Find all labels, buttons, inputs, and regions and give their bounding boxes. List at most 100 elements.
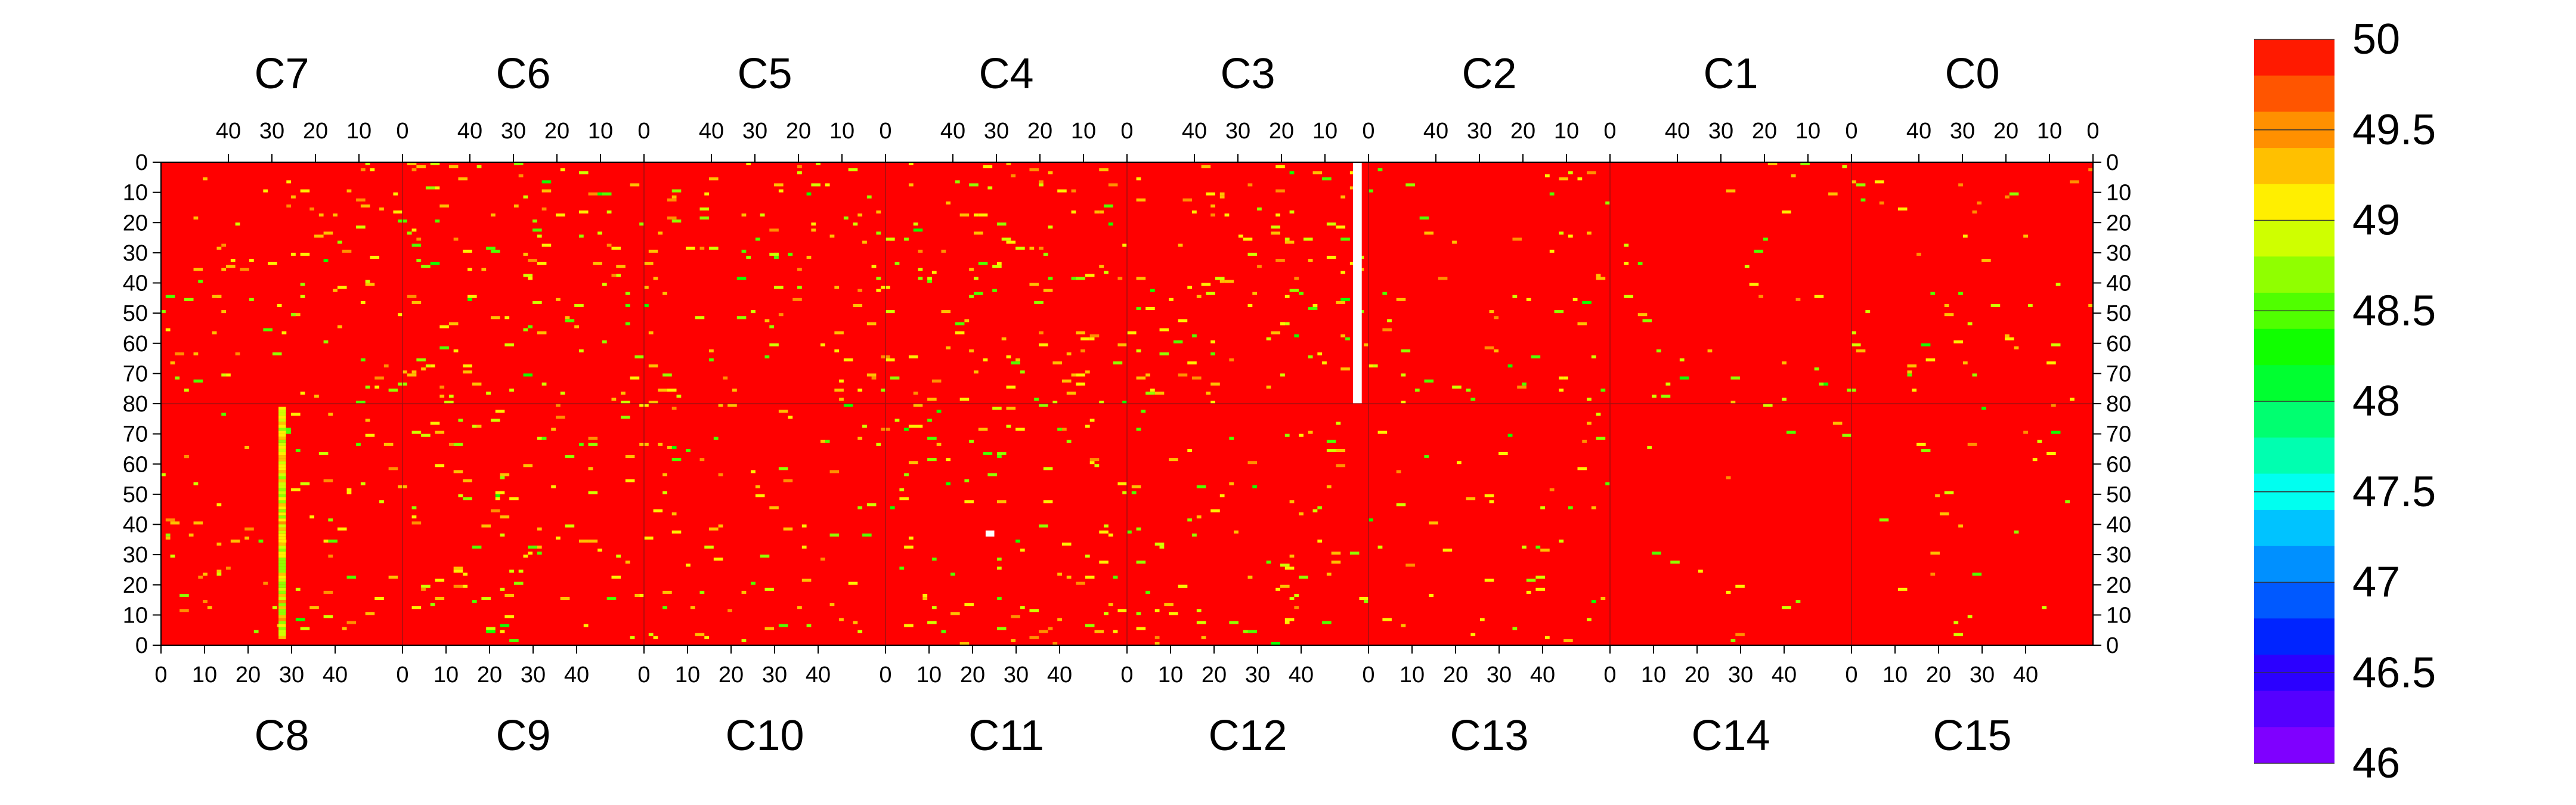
hot-pixel — [1210, 400, 1215, 404]
hot-pixel — [1057, 572, 1062, 576]
hot-pixel — [797, 268, 802, 271]
hot-column-pixel — [278, 527, 286, 531]
hot-pixel — [1061, 379, 1072, 383]
hot-pixel — [1006, 162, 1011, 166]
hot-pixel — [648, 400, 658, 404]
hot-pixel — [1322, 177, 1332, 181]
hot-pixel — [416, 165, 426, 169]
hot-pixel — [1159, 328, 1169, 332]
top-tick-label: 0 — [1120, 119, 1133, 144]
hot-pixel — [240, 268, 249, 271]
hot-column-pixel — [278, 407, 286, 410]
hot-pixel — [704, 192, 710, 196]
hot-pixel — [1145, 391, 1155, 395]
right-tick-label: 70 — [2106, 361, 2131, 386]
masked-region — [985, 530, 995, 537]
hot-pixel — [1591, 600, 1596, 603]
hot-column-pixel — [278, 606, 286, 609]
hot-pixel — [1113, 361, 1123, 365]
left-tick-label: 30 — [123, 543, 148, 568]
hot-pixel — [1085, 425, 1090, 428]
hot-pixel — [1591, 355, 1596, 359]
hot-pixel — [314, 394, 319, 398]
hot-pixel — [300, 391, 305, 395]
hot-pixel — [718, 473, 723, 476]
hot-pixel — [1308, 307, 1318, 311]
hot-pixel — [291, 252, 296, 256]
hot-pixel — [342, 627, 347, 630]
hot-pixel — [1540, 506, 1545, 510]
hot-pixel — [1382, 618, 1392, 621]
hot-pixel — [1210, 382, 1220, 386]
left-tick-label: 60 — [123, 332, 148, 357]
hot-pixel — [1512, 295, 1518, 298]
hot-pixel — [806, 255, 812, 259]
hot-pixel — [1953, 621, 1959, 624]
hot-pixel — [959, 642, 970, 645]
top-tick-label: 20 — [1027, 119, 1052, 144]
right-tick-label: 30 — [2106, 543, 2131, 568]
hot-pixel — [616, 555, 621, 558]
hot-pixel — [453, 442, 463, 446]
hot-pixel — [1029, 283, 1039, 286]
hot-pixel — [1466, 388, 1471, 392]
hot-pixel — [472, 600, 477, 603]
hot-pixel — [1596, 436, 1606, 440]
hot-pixel — [1294, 334, 1299, 338]
hot-pixel — [1020, 370, 1025, 374]
hot-pixel — [1600, 388, 1606, 392]
hot-pixel — [876, 289, 881, 292]
hot-pixel — [453, 569, 463, 573]
hot-pixel — [1405, 564, 1415, 567]
hot-pixel — [490, 213, 496, 217]
hot-pixel — [801, 545, 807, 549]
hot-pixel — [764, 627, 775, 630]
colorbar-tick-label: 48.5 — [2352, 287, 2436, 335]
hot-pixel — [890, 376, 900, 380]
hot-pixel — [1647, 445, 1652, 449]
hot-pixel — [2055, 283, 2061, 286]
hot-pixel — [778, 313, 784, 317]
hot-pixel — [918, 277, 923, 280]
hot-pixel — [1387, 319, 1392, 323]
hot-pixel — [1336, 448, 1346, 452]
hot-pixel — [588, 491, 598, 494]
hot-column-pixel — [278, 618, 286, 621]
hot-pixel — [2005, 334, 2010, 338]
hot-pixel — [1559, 376, 1564, 380]
hot-pixel — [671, 407, 677, 410]
hot-pixel — [1131, 485, 1141, 488]
hot-pixel — [1953, 633, 1963, 636]
top-tick-label: 10 — [1312, 119, 1337, 144]
hot-pixel — [1052, 361, 1062, 365]
hot-pixel — [537, 331, 547, 335]
hot-pixel — [513, 581, 524, 585]
hot-pixel — [1099, 561, 1109, 564]
hot-pixel — [1294, 277, 1299, 280]
hot-pixel — [1039, 630, 1048, 633]
hot-pixel — [1795, 298, 1801, 301]
hot-pixel — [1039, 180, 1044, 184]
hot-pixel — [588, 442, 598, 446]
heatmap-cells — [161, 162, 2093, 645]
hot-column-pixel — [278, 600, 286, 603]
hot-pixel — [936, 442, 942, 446]
hot-pixel — [648, 249, 658, 253]
hot-column-pixel — [278, 431, 286, 434]
hot-column-pixel — [278, 448, 286, 452]
hot-pixel — [481, 597, 491, 600]
hot-pixel — [983, 358, 988, 362]
hot-pixel — [1916, 252, 1921, 256]
hot-pixel — [996, 452, 1007, 456]
hot-pixel — [1912, 388, 1917, 392]
hot-pixel — [365, 419, 370, 422]
hot-pixel — [1219, 192, 1225, 196]
hot-pixel — [1587, 422, 1592, 425]
hot-pixel — [1382, 292, 1388, 295]
hot-pixel — [866, 322, 877, 326]
hot-pixel — [913, 404, 923, 407]
hot-pixel — [913, 228, 923, 232]
chip-label-bottom: C15 — [1933, 712, 2011, 760]
hot-pixel — [1108, 533, 1113, 537]
hot-pixel — [1396, 503, 1406, 507]
